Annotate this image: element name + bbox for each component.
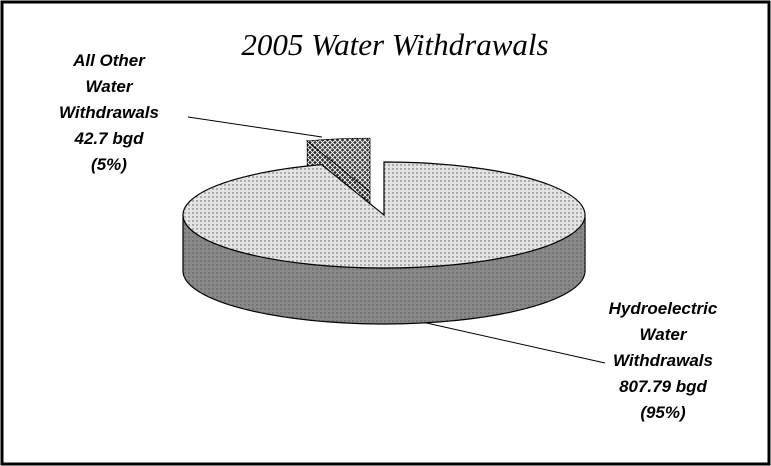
leader-line [421,321,606,364]
slice-label: All Other Water Withdrawals 42.7 bgd (5%… [54,48,164,178]
value-label: 807.79 bgd [619,377,707,396]
slice-texture [307,138,370,192]
percent-label: (95%) [640,403,686,422]
leader-line [187,116,323,138]
slice-label: Hydroelectric Water Withdrawals 807.79 b… [603,296,723,426]
category-label: All Other Water Withdrawals [59,51,159,122]
value-label: 42.7 bgd [74,129,144,148]
chart-title: 2005 Water Withdrawals [241,27,548,62]
category-label: Hydroelectric Water Withdrawals [608,299,718,370]
slice-texture [182,162,585,268]
slice-side-texture [183,215,585,324]
percent-label: (5%) [91,155,127,174]
